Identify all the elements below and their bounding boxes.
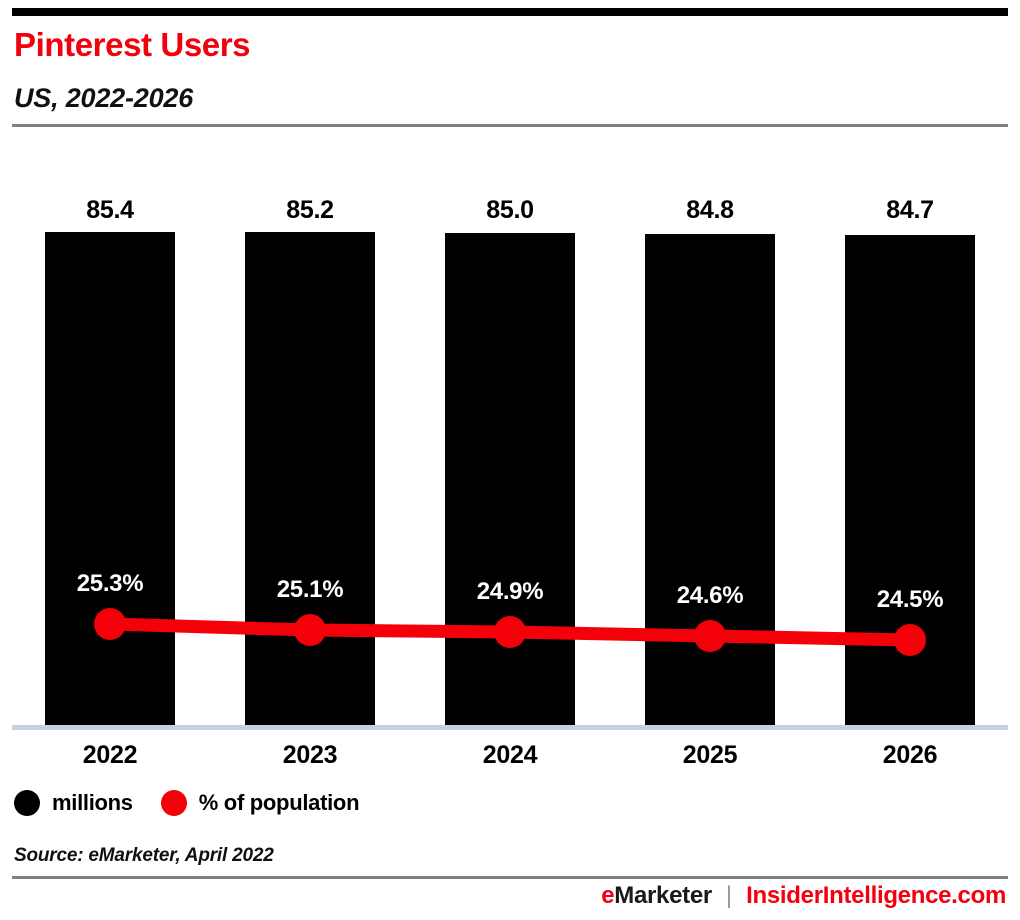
bar-2024[interactable] xyxy=(445,233,575,725)
chart-legend: millions % of population xyxy=(14,790,360,816)
emarketer-wordmark[interactable]: eMarketer xyxy=(601,882,712,910)
x-tick-2023: 2023 xyxy=(282,741,338,769)
page-title: Pinterest Users xyxy=(14,26,251,63)
top-rule xyxy=(12,8,1008,16)
bar-value-label: 84.8 xyxy=(686,196,734,224)
legend-circle-icon xyxy=(160,790,187,816)
footer-divider xyxy=(12,876,1008,879)
legend-item-label: % of population xyxy=(198,790,360,815)
x-tick-2022: 2022 xyxy=(82,741,138,769)
legend-circle-icon xyxy=(14,790,40,816)
percent-value-label: 25.1% xyxy=(276,576,344,603)
emarketer-accent-letter: e xyxy=(601,882,615,909)
bar-value-label: 85.0 xyxy=(486,196,534,224)
x-tick-2024: 2024 xyxy=(482,741,538,769)
header-divider xyxy=(12,124,1008,127)
bar-value-label: 84.7 xyxy=(886,196,934,224)
legend-item-percent-of-population[interactable]: % of population xyxy=(160,790,360,816)
footer-separator: | xyxy=(725,882,733,909)
bar-value-label: 85.2 xyxy=(286,196,334,224)
x-tick-2025: 2025 xyxy=(682,741,738,769)
insiderintelligence-link[interactable]: InsiderIntelligence.com xyxy=(746,882,1006,909)
percent-value-label: 24.9% xyxy=(476,578,544,605)
source-note: Source: eMarketer, April 2022 xyxy=(14,845,274,866)
legend-item-label: millions xyxy=(52,790,133,815)
bar-2025[interactable] xyxy=(645,234,775,725)
percent-value-label: 25.3% xyxy=(76,570,144,597)
bar-value-label: 85.4 xyxy=(86,196,134,224)
percent-value-label: 24.5% xyxy=(876,586,944,613)
bar-2022[interactable] xyxy=(45,232,175,725)
bar-2026[interactable] xyxy=(845,235,975,725)
x-axis-line xyxy=(12,725,1008,730)
percent-value-label: 24.6% xyxy=(676,582,744,609)
footer-branding: eMarketer | InsiderIntelligence.com xyxy=(601,882,1006,910)
page-subtitle: US, 2022-2026 xyxy=(14,83,194,113)
legend-item-millions[interactable]: millions xyxy=(14,790,133,816)
x-tick-2026: 2026 xyxy=(882,741,938,769)
emarketer-name: Marketer xyxy=(614,882,712,909)
bar-2023[interactable] xyxy=(245,232,375,725)
